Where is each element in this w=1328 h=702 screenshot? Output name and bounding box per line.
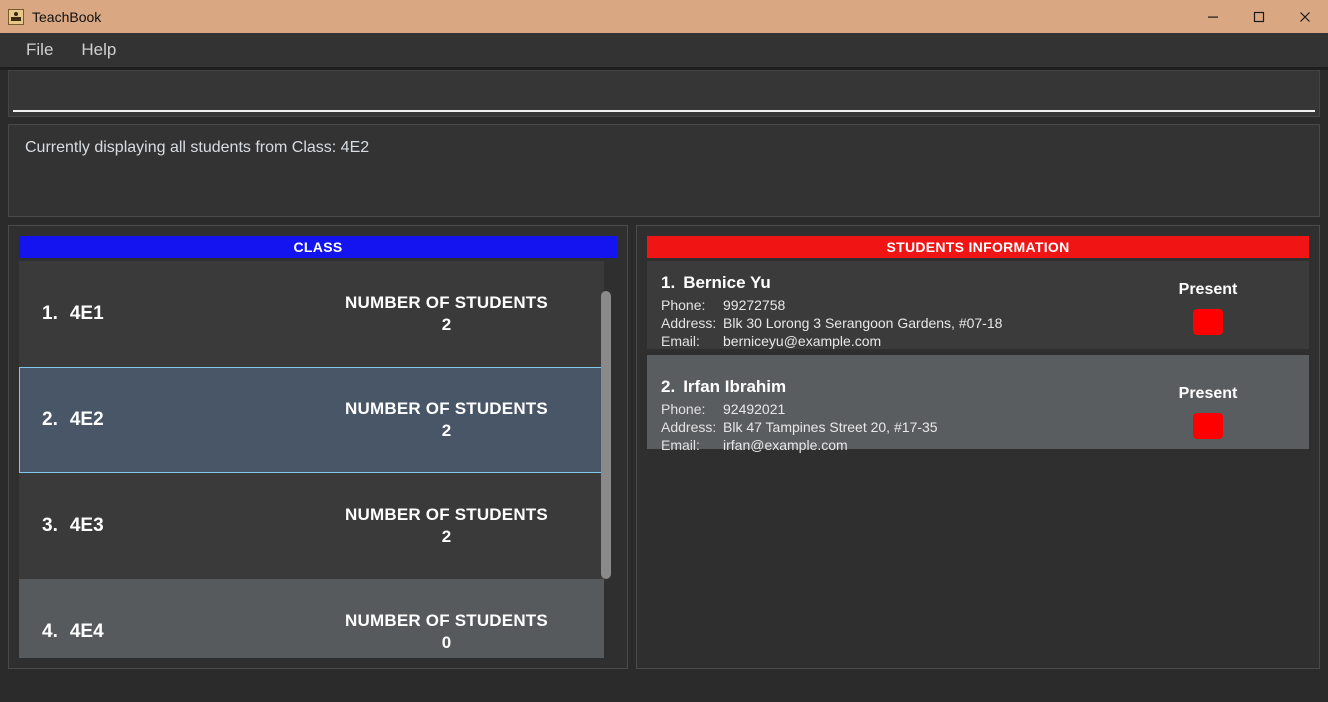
class-list-scrollbar[interactable] (601, 261, 611, 658)
class-item-identity: 2. 4E2 (20, 409, 320, 431)
result-display-text: Currently displaying all students from C… (25, 139, 370, 156)
class-item-count-label: NUMBER OF STUDENTS (345, 293, 548, 312)
address-label: Address: (661, 315, 717, 331)
student-phone-row: Phone: 99272758 (661, 296, 1123, 314)
class-item-count-label: NUMBER OF STUDENTS (345, 611, 548, 630)
email-value: irfan@example.com (723, 437, 848, 453)
students-panel-header: STUDENTS INFORMATION (647, 236, 1309, 258)
student-index: 2. (661, 377, 676, 396)
attendance-block: Present (1123, 273, 1293, 339)
class-item-index: 3. (42, 515, 58, 536)
phone-label: Phone: (661, 297, 706, 313)
main-split: CLASS 1. 4E1 NUMBER OF STUDENTS 2 (8, 225, 1320, 669)
class-item-identity: 3. 4E3 (20, 515, 320, 537)
class-list-item-4e4[interactable]: 4. 4E4 NUMBER OF STUDENTS 0 (19, 579, 604, 658)
window-controls (1190, 0, 1328, 33)
class-item-index: 2. (42, 409, 58, 430)
student-info: 2. Irfan Ibrahim Phone: 92492021 Address:… (661, 377, 1123, 453)
phone-value: 92492021 (723, 401, 786, 417)
class-list-item-4e3[interactable]: 3. 4E3 NUMBER OF STUDENTS 2 (19, 473, 604, 579)
class-item-count-label: NUMBER OF STUDENTS (345, 399, 548, 418)
window-title: TeachBook (32, 8, 102, 25)
student-name: Irfan Ibrahim (683, 377, 787, 396)
menu-item-file[interactable]: File (26, 40, 54, 59)
class-item-count-label: NUMBER OF STUDENTS (345, 505, 548, 524)
student-address-row: Address: Blk 30 Lorong 3 Serangoon Garde… (661, 314, 1123, 332)
menu-bar: File Help (0, 33, 1328, 67)
class-panel-header: CLASS (19, 236, 617, 258)
class-item-identity: 1. 4E1 (20, 303, 320, 325)
address-value: Blk 30 Lorong 3 Serangoon Gardens, #07-1… (723, 315, 1003, 331)
students-panel: STUDENTS INFORMATION 1. Bernice Yu Phone:… (636, 225, 1320, 669)
attendance-block: Present (1123, 377, 1293, 439)
menu-item-help[interactable]: Help (81, 40, 117, 59)
student-title: 1. Bernice Yu (661, 273, 1123, 293)
result-display-box: Currently displaying all students from C… (8, 124, 1320, 217)
class-item-identity: 4. 4E4 (20, 621, 320, 643)
student-email-row: Email: berniceyu@example.com (661, 332, 1123, 350)
email-label: Email: (661, 437, 700, 453)
email-label: Email: (661, 333, 700, 349)
minimize-icon[interactable] (1190, 0, 1236, 33)
close-icon[interactable] (1282, 0, 1328, 33)
student-name: Bernice Yu (683, 273, 771, 292)
class-list-item-4e2[interactable]: 2. 4E2 NUMBER OF STUDENTS 2 (19, 367, 604, 473)
class-item-name: 4E4 (69, 621, 104, 642)
class-item-count-value: 2 (441, 315, 452, 334)
class-list-item-4e1[interactable]: 1. 4E1 NUMBER OF STUDENTS 2 (19, 261, 604, 367)
address-label: Address: (661, 419, 717, 435)
address-value: Blk 47 Tampines Street 20, #17-35 (723, 419, 938, 435)
attendance-label: Present (1178, 281, 1238, 298)
maximize-icon[interactable] (1236, 0, 1282, 33)
command-box[interactable] (8, 70, 1320, 117)
class-list-viewport: 1. 4E1 NUMBER OF STUDENTS 2 2. 4E2 (19, 261, 617, 658)
class-item-name: 4E1 (69, 303, 104, 324)
class-item-index: 4. (42, 621, 58, 642)
attendance-toggle-button[interactable] (1193, 309, 1223, 335)
class-list-scrollbar-thumb[interactable] (601, 291, 611, 579)
class-item-count-value: 2 (441, 421, 452, 440)
student-email-row: Email: irfan@example.com (661, 436, 1123, 454)
email-value: berniceyu@example.com (723, 333, 882, 349)
phone-value: 99272758 (723, 297, 786, 313)
class-item-count-block: NUMBER OF STUDENTS 2 (320, 505, 603, 547)
command-input[interactable] (13, 75, 1315, 109)
class-item-count-value: 2 (441, 527, 452, 546)
class-item-name: 4E2 (69, 409, 104, 430)
student-info: 1. Bernice Yu Phone: 99272758 Address: Bl… (661, 273, 1123, 367)
student-card-irfan-ibrahim[interactable]: 2. Irfan Ibrahim Phone: 92492021 Address:… (647, 355, 1309, 453)
student-phone-row: Phone: 92492021 (661, 400, 1123, 418)
class-item-count-block: NUMBER OF STUDENTS 2 (320, 293, 603, 335)
phone-label: Phone: (661, 401, 706, 417)
student-title: 2. Irfan Ibrahim (661, 377, 1123, 397)
attendance-label: Present (1178, 385, 1238, 402)
class-panel: CLASS 1. 4E1 NUMBER OF STUDENTS 2 (8, 225, 628, 669)
title-bar: TeachBook (0, 0, 1328, 33)
class-list: 1. 4E1 NUMBER OF STUDENTS 2 2. 4E2 (19, 261, 604, 658)
attendance-toggle-button[interactable] (1193, 413, 1223, 439)
student-address-row: Address: Blk 47 Tampines Street 20, #17-… (661, 418, 1123, 436)
class-item-count-block: NUMBER OF STUDENTS 2 (320, 399, 603, 441)
app-body: Currently displaying all students from C… (0, 70, 1328, 702)
command-input-underline (13, 110, 1315, 112)
class-item-count-value: 0 (441, 633, 452, 652)
class-item-name: 4E3 (69, 515, 104, 536)
class-item-index: 1. (42, 303, 58, 324)
class-item-count-block: NUMBER OF STUDENTS 0 (320, 611, 603, 653)
student-list: 1. Bernice Yu Phone: 99272758 Address: Bl… (647, 261, 1309, 658)
app-icon (8, 8, 24, 25)
student-index: 1. (661, 273, 676, 292)
student-card-bernice-yu[interactable]: 1. Bernice Yu Phone: 99272758 Address: Bl… (647, 261, 1309, 367)
